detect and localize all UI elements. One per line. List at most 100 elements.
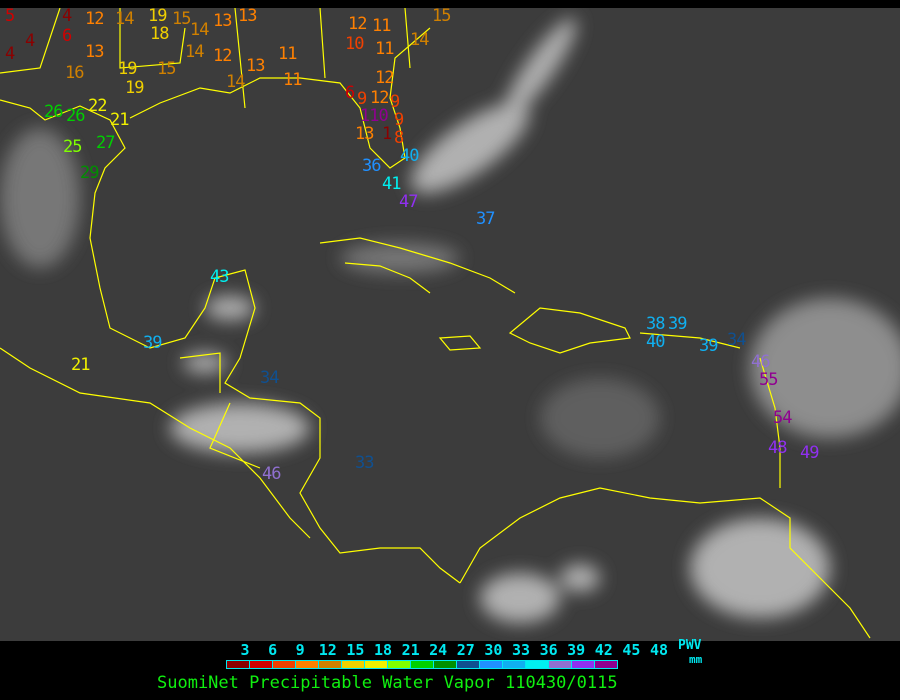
station-pwv-label: 12 [370,88,390,108]
station-pwv-label: 1 [382,124,392,144]
legend-tick: 12 [318,641,337,659]
station-pwv-label: 8 [394,128,404,148]
page-title: SuomiNet Precipitable Water Vapor 110430… [157,673,618,693]
color-swatch [526,661,549,668]
station-pwv-label: 26 [66,106,86,126]
legend-tick: 45 [622,641,641,659]
station-pwv-label: 49 [800,443,820,463]
color-swatch [572,661,595,668]
color-swatch [411,661,434,668]
cloud-cover [0,18,900,623]
station-pwv-label: 16 [65,63,85,83]
color-swatch [434,661,457,668]
station-pwv-label: 4 [5,44,15,64]
legend-tick: 18 [373,641,393,659]
station-pwv-label: 48 [768,438,788,458]
station-pwv-label: 4 [25,31,35,51]
station-pwv-label: 9 [390,92,400,112]
station-pwv-label: 14 [115,9,135,29]
station-pwv-label: 46 [751,352,771,372]
color-swatch [319,661,342,668]
station-pwv-label: 26 [44,102,64,122]
station-pwv-label: 29 [80,163,100,183]
legend-tick: 36 [539,641,558,659]
station-pwv-label: 46 [262,464,282,484]
station-pwv-label: 34 [260,368,280,388]
station-pwv-label: 9 [394,110,404,130]
station-pwv-label: 14 [185,42,205,62]
station-pwv-label: 11 [283,70,303,90]
station-pwv-label: 110 [360,106,389,126]
color-swatch [595,661,617,668]
color-swatch [549,661,572,668]
station-pwv-label: 55 [759,370,779,390]
legend-tick: 6 [268,641,278,659]
station-pwv-label: 11 [372,16,392,36]
legend-tick: 27 [456,641,475,659]
station-pwv-label: 22 [88,96,108,116]
station-pwv-label: 21 [110,110,130,130]
station-pwv-label: 13 [246,56,266,76]
color-swatch [503,661,526,668]
color-swatch [457,661,480,668]
color-swatch [480,661,503,668]
station-pwv-label: 15 [157,59,177,79]
color-swatch [250,661,273,668]
color-swatch [365,661,388,668]
station-pwv-label: 13 [355,124,375,144]
station-pwv-label: 47 [399,192,419,212]
station-pwv-label: 11 [375,39,395,59]
station-pwv-label: 34 [727,330,747,350]
satellite-map: 5 4 4 4 6 12 14 19 13 16 19 19 15 18 15 14 14 12 13 13 14 13 1… [0,8,900,641]
station-pwv-label: 39 [699,336,719,356]
legend-unit-label: PWV [678,638,702,653]
color-swatch [273,661,296,668]
station-pwv-label: 36 [362,156,382,176]
station-pwv-label: 13 [85,42,105,62]
station-pwv-label: 5 [5,8,15,26]
legend-tick: 24 [429,641,448,659]
station-pwv-label: 54 [773,408,793,428]
station-pwv-label: 11 [278,44,298,64]
station-pwv-label: 39 [668,314,688,334]
legend-tick: 33 [511,641,531,659]
legend: 3 6 9 12 15 18 21 24 27 30 33 36 39 42 45 48 PWV mm [0,638,900,700]
station-pwv-label: 12 [85,9,105,29]
coastlines [0,8,871,639]
station-pwv-label: 43 [210,267,230,287]
legend-tick: 42 [594,641,613,659]
legend-tick: 15 [346,641,365,659]
station-pwv-label: 10 [345,34,365,54]
station-pwv-label: 15 [432,8,452,26]
color-swatch [227,661,250,668]
station-pwv-label: 14 [190,20,210,40]
color-swatch [342,661,365,668]
station-pwv-label: 38 [646,314,666,334]
station-pwv-label: 6 [62,26,72,46]
station-pwv-label: 4 [62,8,72,26]
station-pwv-label: 12 [213,46,233,66]
station-pwv-label: 18 [150,24,170,44]
station-pwv-label: 6 [345,83,355,103]
legend-tick: 9 [295,641,305,659]
station-pwv-label: 14 [226,72,246,92]
station-pwv-label: 14 [410,30,430,50]
station-pwv-label: 9 [357,89,367,109]
station-pwv-label: 19 [148,8,168,26]
station-pwv-label: 41 [382,174,402,194]
map-geography [0,8,900,639]
station-pwv-label: 39 [143,333,163,353]
station-pwv-label: 21 [71,355,91,375]
legend-tick: 3 [240,641,250,659]
color-swatch [296,661,319,668]
legend-tick: 39 [567,641,586,659]
station-pwv-label: 19 [118,59,138,79]
station-pwv-label: 27 [96,133,116,153]
legend-tick: 30 [484,641,503,659]
station-pwv-label: 15 [172,9,192,29]
station-pwv-label: 37 [476,209,496,229]
station-pwv-label: 40 [400,146,420,166]
legend-tick: 21 [401,641,420,659]
legend-tick: 48 [649,641,669,659]
legend-unit-mm: mm [689,653,703,666]
